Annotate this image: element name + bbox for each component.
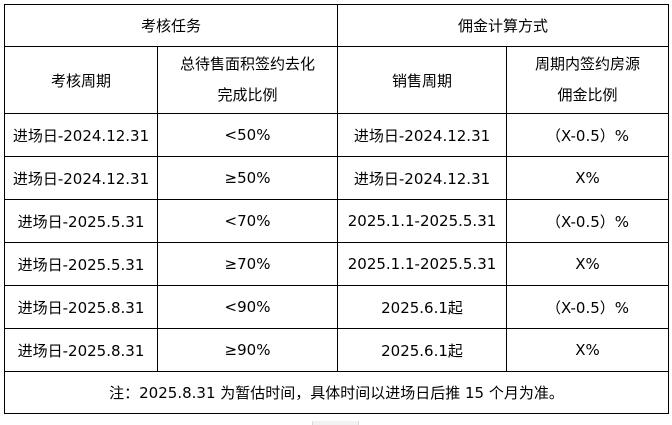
table-cell-sales-period: 进场日-2024.12.31 (337, 113, 508, 157)
table-column-header-row: 考核周期 总待售面积签约去化 完成比例 销售周期 周期内签约房源 佣金比例 (4, 46, 670, 114)
table-row: 进场日-2025.8.31 ≥90% 2025.6.1起 X% (4, 328, 670, 372)
table-row: 进场日-2025.8.31 <90% 2025.6.1起 （X-0.5）% (4, 285, 670, 329)
col-header-completion-ratio-line1: 总待售面积签约去化 (180, 55, 316, 73)
table-cell-sales-period: 2025.6.1起 (337, 285, 508, 329)
table-note-row: 注：2025.8.31 为暂估时间，具体时间以进场日后推 15 个月为准。 (3, 371, 670, 414)
table-cell-sales-period: 2025.1.1-2025.5.31 (337, 242, 508, 286)
col-header-completion-ratio: 总待售面积签约去化 完成比例 (156, 46, 339, 114)
table-cell-sales-period: 2025.6.1起 (337, 328, 508, 372)
table-cell-completion-ratio: <50% (156, 113, 339, 157)
table-header-group-row: 考核任务 佣金计算方式 (3, 4, 670, 47)
table-cell-commission-rate: X% (506, 328, 670, 372)
table-cell-assessment-period: 进场日-2024.12.31 (4, 156, 158, 200)
table-cell-commission-rate: （X-0.5）% (506, 199, 670, 243)
col-header-completion-ratio-line2: 完成比例 (217, 86, 278, 104)
table-cell-completion-ratio: ≥50% (156, 156, 339, 200)
table-cell-commission-rate: （X-0.5）% (506, 113, 670, 157)
commission-rate-table: 考核任务 佣金计算方式 考核周期 总待售面积签约去化 完成比例 销售周期 周期内… (3, 4, 670, 414)
col-header-commission-rate: 周期内签约房源 佣金比例 (506, 46, 670, 114)
table-row: 进场日-2025.5.31 ≥70% 2025.1.1-2025.5.31 X% (4, 242, 670, 286)
col-header-commission-rate-line2: 佣金比例 (557, 86, 618, 104)
header-group-assessment-task: 考核任务 (3, 4, 339, 47)
table-cell-completion-ratio: ≥70% (156, 242, 339, 286)
table-cell-assessment-period: 进场日-2025.8.31 (4, 328, 158, 372)
table-cell-commission-rate: X% (506, 156, 670, 200)
table-row: 进场日-2025.5.31 <70% 2025.1.1-2025.5.31 （X… (4, 199, 670, 243)
table-cell-completion-ratio: <70% (156, 199, 339, 243)
col-header-assessment-period: 考核周期 (4, 46, 158, 114)
commission-table-container: 考核任务 佣金计算方式 考核周期 总待售面积签约去化 完成比例 销售周期 周期内… (3, 4, 670, 414)
table-cell-completion-ratio: <90% (156, 285, 339, 329)
col-header-sales-period: 销售周期 (337, 46, 508, 114)
table-footnote: 注：2025.8.31 为暂估时间，具体时间以进场日后推 15 个月为准。 (3, 371, 670, 414)
table-cell-assessment-period: 进场日-2024.12.31 (4, 113, 158, 157)
bottom-edge-artifact (312, 421, 359, 425)
table-row: 进场日-2024.12.31 ≥50% 进场日-2024.12.31 X% (4, 156, 670, 200)
col-header-commission-rate-line1: 周期内签约房源 (535, 55, 641, 73)
table-cell-commission-rate: （X-0.5）% (506, 285, 670, 329)
table-cell-assessment-period: 进场日-2025.5.31 (4, 242, 158, 286)
table-cell-sales-period: 2025.1.1-2025.5.31 (337, 199, 508, 243)
table-cell-assessment-period: 进场日-2025.5.31 (4, 199, 158, 243)
header-group-commission-method: 佣金计算方式 (337, 4, 670, 47)
table-cell-sales-period: 进场日-2024.12.31 (337, 156, 508, 200)
table-cell-assessment-period: 进场日-2025.8.31 (4, 285, 158, 329)
table-cell-completion-ratio: ≥90% (156, 328, 339, 372)
table-cell-commission-rate: X% (506, 242, 670, 286)
table-row: 进场日-2024.12.31 <50% 进场日-2024.12.31 （X-0.… (4, 113, 670, 157)
